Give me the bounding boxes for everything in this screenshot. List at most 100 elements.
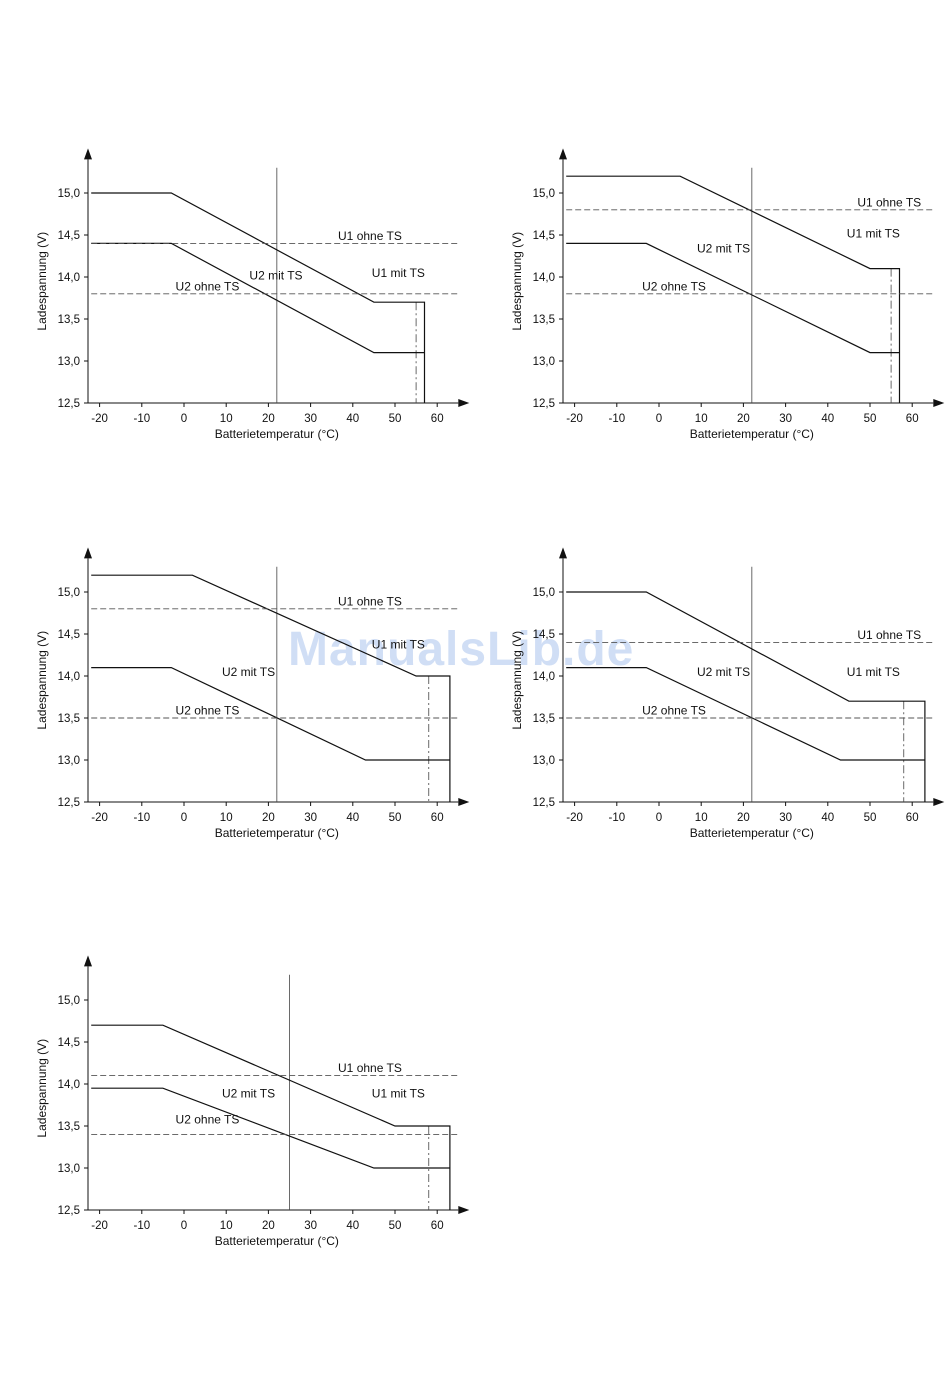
series-line-u2-mit-ts	[91, 242, 425, 354]
x-axis-label: Batterietemperatur (°C)	[690, 427, 814, 441]
x-tick-label: 50	[864, 413, 877, 425]
x-tick-label: 10	[695, 812, 708, 824]
x-axis-label: Batterietemperatur (°C)	[690, 826, 814, 840]
x-tick-label: 50	[389, 413, 402, 425]
x-tick-label: 40	[346, 1220, 359, 1232]
y-tick-label: 15,0	[58, 587, 80, 599]
x-tick-label: 40	[346, 812, 359, 824]
series-annotation: U1 mit TS	[372, 1086, 425, 1100]
chart-2: -20 -10 0 10 20 30 40 50 60 12,5 13,0 13,5 14,0 14,5 1…	[510, 148, 945, 441]
x-tick-label: 40	[821, 812, 834, 824]
y-tick-label: 14,5	[58, 1037, 80, 1049]
y-axis-label: Ladespannung (V)	[35, 631, 49, 730]
series-annotation: U2 ohne TS	[176, 1112, 240, 1126]
y-axis-arrow	[559, 547, 567, 559]
y-axis-label: Ladespannung (V)	[510, 631, 524, 730]
x-tick-label: -10	[608, 413, 625, 425]
x-tick-label: 20	[262, 812, 275, 824]
y-axis-label: Ladespannung (V)	[35, 1039, 49, 1138]
y-tick-label: 14,5	[58, 629, 80, 641]
x-tick-label: 30	[304, 413, 317, 425]
x-tick-label: 60	[906, 812, 919, 824]
y-tick-label: 13,5	[533, 713, 555, 725]
y-tick-label: 13,0	[533, 356, 555, 368]
y-tick-label: 14,5	[533, 230, 555, 242]
y-axis-arrow	[84, 547, 92, 559]
y-tick-label: 15,0	[533, 188, 555, 200]
y-tick-label: 14,5	[58, 230, 80, 242]
series-annotation: U1 mit TS	[372, 637, 425, 651]
x-tick-label: 50	[864, 812, 877, 824]
series-annotation: U2 mit TS	[249, 269, 302, 283]
x-tick-label: -10	[608, 812, 625, 824]
y-tick-label: 14,0	[58, 671, 80, 683]
x-tick-label: 0	[656, 812, 662, 824]
series-annotation: U1 ohne TS	[338, 594, 402, 608]
x-tick-label: 50	[389, 1220, 402, 1232]
y-tick-label: 12,5	[533, 797, 555, 809]
x-tick-label: -10	[133, 1220, 150, 1232]
x-tick-label: 0	[656, 413, 662, 425]
x-tick-label: 20	[262, 413, 275, 425]
y-tick-label: 14,0	[533, 272, 555, 284]
x-tick-label: -10	[133, 812, 150, 824]
x-tick-label: 30	[779, 413, 792, 425]
series-line-u1-mit-ts	[566, 591, 926, 802]
x-tick-label: 40	[821, 413, 834, 425]
x-tick-label: 10	[220, 1220, 233, 1232]
x-axis-label: Batterietemperatur (°C)	[215, 826, 339, 840]
series-annotation: U2 mit TS	[697, 242, 750, 256]
x-tick-label: 20	[262, 1220, 275, 1232]
x-tick-label: -10	[133, 413, 150, 425]
series-annotation: U1 mit TS	[372, 266, 425, 280]
x-tick-label: 0	[181, 812, 187, 824]
x-tick-label: -20	[91, 413, 108, 425]
y-tick-label: 13,0	[58, 1163, 80, 1175]
x-tick-label: 50	[389, 812, 402, 824]
y-axis-arrow	[84, 148, 92, 160]
series-annotation: U1 ohne TS	[338, 229, 402, 243]
series-line-u1-mit-ts	[566, 175, 901, 403]
y-tick-label: 12,5	[58, 797, 80, 809]
x-tick-label: 30	[304, 1220, 317, 1232]
series-annotation: U2 ohne TS	[642, 704, 706, 718]
x-axis-arrow	[458, 1206, 470, 1214]
x-tick-label: 60	[431, 812, 444, 824]
series-line-u1-mit-ts	[91, 574, 451, 802]
series-annotation: U1 ohne TS	[857, 628, 921, 642]
x-tick-label: 0	[181, 413, 187, 425]
series-line-u1-mit-ts	[91, 1024, 451, 1210]
series-annotation: U2 mit TS	[222, 665, 275, 679]
series-line-u1-mit-ts	[91, 192, 426, 403]
y-tick-label: 15,0	[58, 995, 80, 1007]
x-tick-label: 10	[220, 812, 233, 824]
y-tick-label: 14,0	[533, 671, 555, 683]
series-annotation: U1 ohne TS	[857, 195, 921, 209]
series-line-u2-mit-ts	[566, 667, 925, 761]
y-tick-label: 14,0	[58, 1079, 80, 1091]
y-tick-label: 12,5	[58, 1205, 80, 1217]
series-annotation: U1 mit TS	[847, 665, 900, 679]
x-axis-label: Batterietemperatur (°C)	[215, 1234, 339, 1248]
x-tick-label: 60	[431, 1220, 444, 1232]
series-annotation: U2 mit TS	[697, 665, 750, 679]
x-tick-label: 30	[304, 812, 317, 824]
series-annotation: U2 mit TS	[222, 1086, 275, 1100]
series-line-u2-mit-ts	[91, 1087, 450, 1169]
x-tick-label: -20	[91, 1220, 108, 1232]
y-tick-label: 13,5	[58, 713, 80, 725]
chart-4: -20 -10 0 10 20 30 40 50 60 12,5 13,0 13,5 14,0 14,5 1…	[510, 547, 945, 840]
y-tick-label: 14,5	[533, 629, 555, 641]
y-tick-label: 13,5	[58, 1121, 80, 1133]
x-tick-label: -20	[566, 413, 583, 425]
y-tick-label: 13,5	[533, 314, 555, 326]
y-axis-arrow	[84, 955, 92, 967]
x-axis-arrow	[458, 798, 470, 806]
x-tick-label: 10	[220, 413, 233, 425]
x-axis-arrow	[933, 798, 945, 806]
y-axis-arrow	[559, 148, 567, 160]
x-tick-label: 60	[431, 413, 444, 425]
chart-1: -20 -10 0 10 20 30 40 50 60 12,5 13,0 13,5 14,0 14,5 1…	[35, 148, 470, 441]
x-tick-label: 20	[737, 413, 750, 425]
y-tick-label: 12,5	[533, 398, 555, 410]
